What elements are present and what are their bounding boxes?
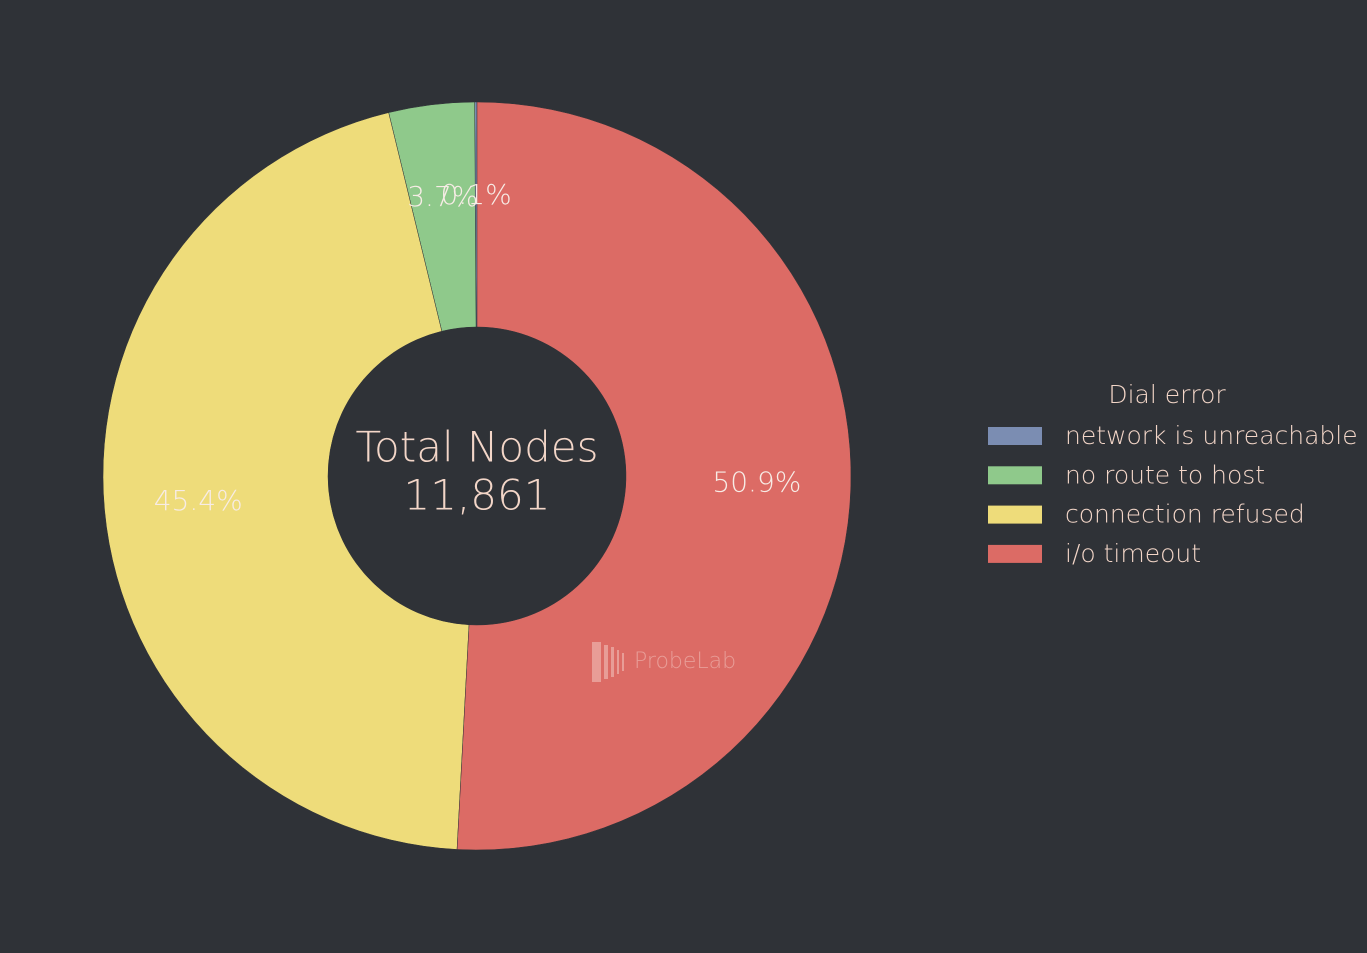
watermark-icon [622,653,624,671]
slice-label: 45.4% [154,484,243,517]
legend-title: Dial error [1108,380,1226,409]
watermark-icon [592,642,601,682]
legend-label: connection refused [1065,500,1305,529]
legend: network is unreachable no route to host co… [988,421,1358,568]
legend-label: network is unreachable [1065,421,1358,450]
legend-swatch [988,505,1042,524]
slice-label: 0.1% [441,178,512,211]
legend-label: i/o timeout [1065,539,1201,568]
center-total: 11,861 [404,471,551,520]
legend-swatch [988,427,1042,445]
slice-labels: 0.1%3.7% 45.4% 50.9% [154,178,802,517]
slice-label: 50.9% [712,465,801,498]
watermark-icon [604,645,608,679]
legend-label: no route to host [1065,460,1265,489]
legend-swatch [988,466,1042,485]
slice [456,101,852,851]
slices [102,101,852,851]
slice-label: 3.7% [407,180,478,213]
center-title: Total Nodes [356,423,599,472]
slice [102,112,470,850]
watermark-icon [617,650,619,674]
legend-swatch [988,544,1042,563]
watermark-text: ProbeLab [634,649,736,674]
watermark-icon [611,647,614,677]
watermark: ProbeLab [592,642,736,682]
